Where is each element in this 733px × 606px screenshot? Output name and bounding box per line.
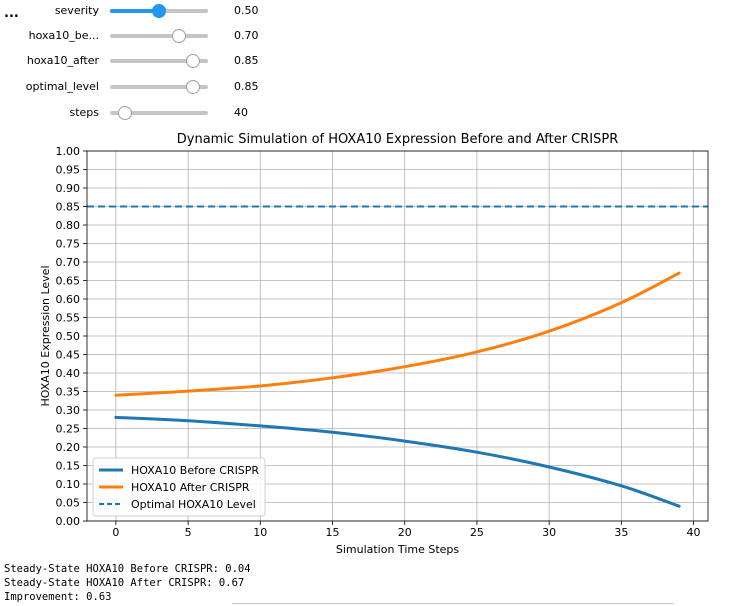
legend-label: HOXA10 After CRISPR: [131, 481, 250, 494]
chart-title: Dynamic Simulation of HOXA10 Expression …: [177, 132, 619, 147]
legend-label: Optimal HOXA10 Level: [131, 498, 256, 511]
output-before-steady-state: Steady-State HOXA10 Before CRISPR: 0.04: [4, 563, 251, 575]
slider-label: steps: [69, 106, 99, 119]
legend-box: [92, 457, 266, 517]
slider-row-1: hoxa10_be... 0.70: [0, 25, 300, 47]
slider-label: hoxa10_be...: [28, 29, 99, 42]
slider-row-2: hoxa10_after 0.85: [0, 50, 300, 72]
y-tick-label: 0.40: [56, 367, 81, 380]
y-tick-label: 0.75: [56, 238, 81, 251]
slider-fill: [110, 9, 159, 13]
y-tick-label: 0.60: [56, 293, 81, 306]
y-tick-label: 0.70: [56, 256, 81, 269]
x-tick-label: 35: [614, 526, 628, 539]
output-divider: [232, 603, 674, 604]
slider-track[interactable]: [110, 106, 208, 120]
x-tick-label: 30: [542, 526, 556, 539]
legend-label: HOXA10 Before CRISPR: [131, 464, 259, 477]
series-line-0: [114, 415, 681, 508]
x-tick-label: 20: [398, 526, 412, 539]
slider-row-4: steps 40: [0, 102, 300, 124]
output-improvement: Improvement: 0.63: [4, 591, 112, 603]
x-tick-label: 40: [687, 526, 701, 539]
y-tick-label: 0.50: [56, 330, 81, 343]
slider-track[interactable]: [110, 80, 208, 94]
x-tick-label: 15: [326, 526, 340, 539]
slider-label: severity: [54, 4, 99, 17]
y-tick-label: 0.20: [56, 441, 81, 454]
y-tick-label: 0.30: [56, 404, 81, 417]
y-tick-label: 0.00: [56, 515, 81, 528]
slider-value: 0.50: [234, 4, 259, 17]
slider-thumb[interactable]: [118, 106, 133, 120]
y-tick-label: 1.00: [56, 145, 81, 158]
series-line-1: [114, 271, 681, 397]
slider-row-0: severity 0.50: [0, 0, 300, 22]
slider-track[interactable]: [110, 29, 208, 43]
output-after-steady-state: Steady-State HOXA10 After CRISPR: 0.67: [4, 577, 245, 589]
y-tick-label: 0.95: [56, 164, 81, 177]
slider-label: optimal_level: [25, 80, 99, 93]
y-tick-label: 0.65: [56, 275, 81, 288]
slider-value: 0.70: [234, 29, 259, 42]
slider-thumb[interactable]: [186, 80, 201, 94]
slider-value: 40: [234, 106, 248, 119]
y-tick-label: 0.25: [56, 423, 81, 436]
slider-label: hoxa10_after: [26, 54, 99, 67]
y-tick-label: 0.35: [56, 386, 81, 399]
cell-menu-ellipsis[interactable]: ...: [4, 6, 19, 21]
x-tick-label: 5: [185, 526, 192, 539]
y-axis-label: HOXA10 Expression Level: [39, 265, 52, 406]
y-tick-label: 0.80: [56, 219, 81, 232]
slider-track[interactable]: [110, 4, 208, 18]
y-tick-label: 0.10: [56, 478, 81, 491]
x-tick-label: 25: [470, 526, 484, 539]
slider-value: 0.85: [234, 54, 259, 67]
x-axis-label: Simulation Time Steps: [336, 543, 460, 556]
y-tick-label: 0.05: [56, 497, 81, 510]
x-tick-label: 0: [112, 526, 119, 539]
x-tick-label: 10: [253, 526, 267, 539]
y-tick-label: 0.90: [56, 182, 81, 195]
y-tick-label: 0.55: [56, 312, 81, 325]
slider-value: 0.85: [234, 80, 259, 93]
y-tick-label: 0.15: [56, 460, 81, 473]
slider-row-3: optimal_level 0.85: [0, 76, 300, 98]
y-tick-label: 0.85: [56, 201, 81, 214]
slider-track[interactable]: [110, 54, 208, 68]
slider-thumb[interactable]: [171, 29, 186, 43]
slider-thumb[interactable]: [152, 4, 166, 18]
line-chart: 0 5 10 15 20 25 30 35 40 0.00 0.05 0.10 0.15 0.20 0.25…: [39, 132, 709, 556]
slider-thumb[interactable]: [186, 54, 201, 68]
y-tick-label: 0.45: [56, 349, 81, 362]
